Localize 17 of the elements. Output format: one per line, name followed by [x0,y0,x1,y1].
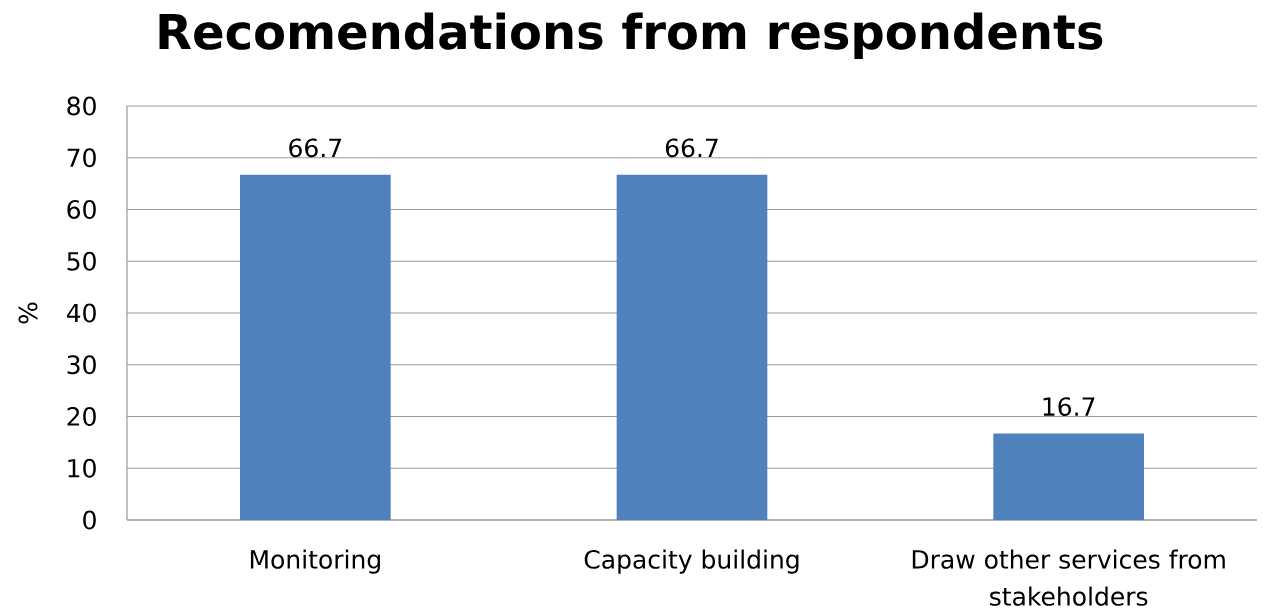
y-tick-label: 40 [66,303,96,323]
x-tick-label: Draw other services from stakeholders [912,549,1225,606]
y-axis-title: % [18,302,38,324]
x-tick-label: Monitoring [250,549,380,574]
y-tick-label: 0 [83,510,96,530]
data-label: 66.7 [289,138,342,158]
y-tick-label: 30 [67,355,96,375]
y-tick-label: 60 [67,200,96,219]
y-tick-label: 10 [68,458,96,478]
y-tick-label: 20 [67,407,96,426]
x-tick-label: Capacity building [584,549,799,574]
y-tick-label: 80 [67,96,96,116]
chart-title: Recomendations from respondents [159,12,1103,60]
y-tick-label: 50 [67,251,96,271]
data-label: 16.7 [1043,397,1095,417]
y-tick-label: 70 [67,148,96,168]
data-label: 66.7 [665,138,718,158]
